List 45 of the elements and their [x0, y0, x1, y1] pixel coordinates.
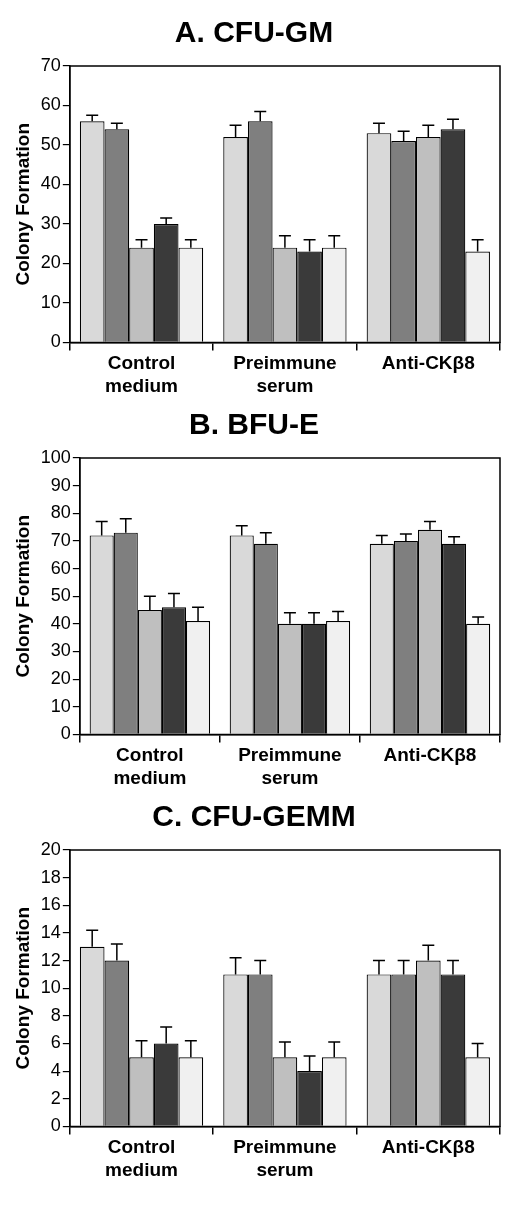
y-tick-label: 20 [40, 838, 61, 859]
y-tick-label: 20 [40, 252, 61, 273]
y-tick-label: 40 [40, 173, 61, 194]
y-tick-label: 30 [50, 640, 71, 661]
x-tick-label: Anti-CKβ8 [381, 352, 475, 374]
y-tick-label: 30 [40, 212, 61, 233]
y-axis-title: Colony Formation [11, 906, 33, 1070]
y-tick-label: 50 [40, 133, 61, 154]
y-tick-label: 10 [50, 695, 71, 716]
y-axis-title: Colony Formation [11, 514, 33, 678]
y-tick-label: 90 [50, 474, 71, 495]
y-tick-label: 4 [50, 1060, 61, 1081]
y-tick-label: 0 [50, 331, 61, 352]
y-tick-label: 60 [40, 94, 61, 115]
x-tick-label: Preimmune serum [238, 744, 342, 788]
x-tick-label: Preimmune serum [233, 1136, 337, 1180]
y-tick-label: 0 [60, 723, 71, 744]
y-tick-label: 16 [40, 894, 61, 915]
y-tick-label: 20 [50, 668, 71, 689]
y-axis-title: Colony Formation [11, 122, 33, 286]
y-tick-label: 10 [40, 977, 61, 998]
y-tick-label: 60 [50, 557, 71, 578]
y-tick-label: 70 [50, 529, 71, 550]
y-tick-label: 6 [50, 1032, 61, 1053]
x-tick-label: Control medium [105, 1136, 178, 1180]
y-tick-label: 100 [40, 446, 71, 467]
y-tick-label: 2 [50, 1087, 61, 1108]
chart-title: B. BFU-E [189, 407, 319, 441]
y-tick-label: 18 [40, 866, 61, 887]
y-tick-label: 10 [40, 291, 61, 312]
x-tick-label: Control medium [105, 352, 178, 396]
y-tick-label: 12 [40, 949, 61, 970]
y-tick-label: 40 [50, 612, 71, 633]
y-tick-label: 8 [50, 1004, 61, 1025]
y-tick-label: 50 [50, 585, 71, 606]
chart-title: A. CFU-GM [174, 15, 334, 49]
x-tick-label: Anti-CKβ8 [383, 744, 477, 766]
y-tick-label: 70 [40, 54, 61, 75]
x-tick-label: Anti-CKβ8 [381, 1136, 475, 1158]
y-tick-label: 0 [50, 1115, 61, 1136]
y-tick-label: 14 [40, 921, 61, 942]
x-tick-label: Preimmune serum [233, 352, 337, 396]
y-tick-label: 80 [50, 502, 71, 523]
x-tick-label: Control medium [113, 744, 187, 788]
chart-title: C. CFU-GEMM [152, 799, 356, 833]
